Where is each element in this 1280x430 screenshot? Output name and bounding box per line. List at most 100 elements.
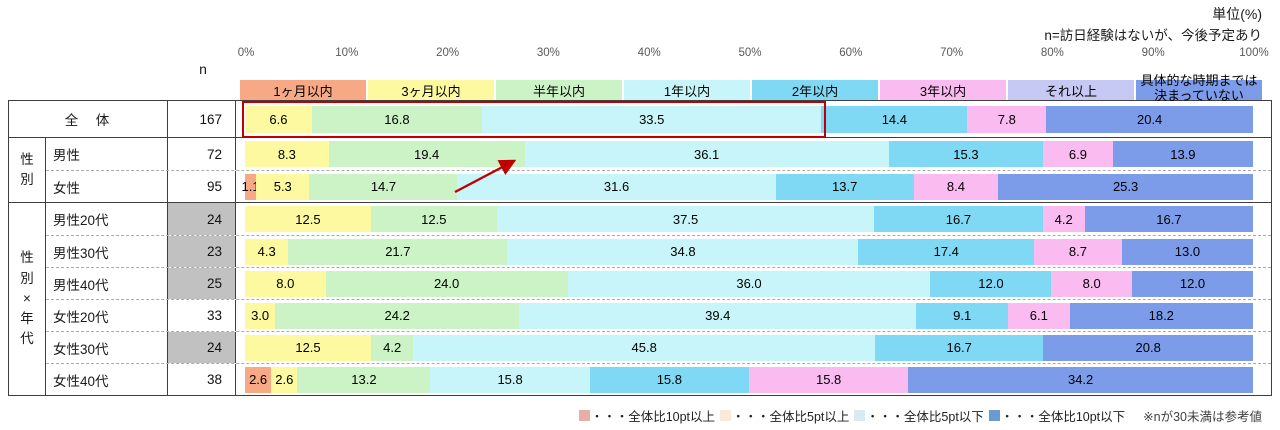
group-label-char: 性 <box>20 250 34 266</box>
bar-segment: 15.8 <box>749 366 909 393</box>
category-legend-label: 3年以内 <box>919 84 967 99</box>
row-label: 男性40代 <box>46 268 168 299</box>
table-row: 女性20代 33 3.0 24.2 39.4 9.1 6.1 18.2 <box>46 299 1271 331</box>
bar-segment: 25.3 <box>998 173 1253 200</box>
bottom-legend-label: ・・・全体比5pt以下 <box>866 410 984 424</box>
section-rows: 全 体 167 6.6 16.8 33.5 14.4 7.8 20.4 <box>9 101 1271 137</box>
bar-segment: 15.3 <box>888 141 1044 167</box>
bar-segment: 20.8 <box>1043 334 1253 361</box>
bar-segment: 14.7 <box>309 173 458 200</box>
n-value: 95 <box>168 171 236 202</box>
section-rows: 男性20代 24 12.5 12.5 37.5 16.7 4.2 16.7 男性30代 23 4.3… <box>46 203 1271 395</box>
n-value: 33 <box>168 300 236 331</box>
group-label-char: × <box>23 290 31 306</box>
bar-segment: 13.7 <box>775 173 914 200</box>
bar-segment: 20.4 <box>1046 105 1253 133</box>
bar-segment: 39.4 <box>519 302 917 329</box>
bar-segment: 31.6 <box>457 173 776 200</box>
bar-segment: 13.2 <box>297 366 431 393</box>
axis-tick: 20% <box>436 47 460 59</box>
category-legend-label: それ以上 <box>1044 84 1097 99</box>
axis-tick: 80% <box>1040 47 1064 59</box>
bar-segment: 16.8 <box>311 105 483 133</box>
bar-segment: 16.7 <box>875 334 1044 361</box>
n-value: 23 <box>168 236 236 267</box>
bar-segment: 24.0 <box>325 270 568 297</box>
axis-tick: 50% <box>738 47 762 59</box>
bottom-legend-label: ・・・全体比10pt以上 <box>590 410 716 424</box>
bar-segment: 12.0 <box>930 270 1052 297</box>
axis-tick: 90% <box>1141 47 1165 59</box>
axis-tick: 40% <box>637 47 661 59</box>
category-legend-cell: 3ヶ月以内 <box>368 80 494 101</box>
table-section: 性別男性 72 8.3 19.4 36.1 15.3 6.9 13.9 女性 95 1.1 5.3 14… <box>9 137 1271 202</box>
bar-cell: 8.0 24.0 36.0 12.0 8.0 12.0 <box>236 268 1271 299</box>
bar-segment: 19.4 <box>328 141 525 167</box>
bar-cell: 8.3 19.4 36.1 15.3 6.9 13.9 <box>236 138 1271 170</box>
category-legend-label-line: 具体的な時期までは <box>1140 73 1258 88</box>
row-label: 全 体 <box>9 101 168 137</box>
bar-segment: 16.7 <box>1084 206 1254 232</box>
stacked-bar: 8.0 24.0 36.0 12.0 8.0 12.0 <box>245 270 1253 297</box>
table-row: 男性 72 8.3 19.4 36.1 15.3 6.9 13.9 <box>46 138 1271 170</box>
stacked-bar: 12.5 12.5 37.5 16.7 4.2 16.7 <box>245 206 1254 232</box>
bar-segment: 8.7 <box>1034 238 1122 265</box>
category-legend-cell: 2年以内 <box>752 80 878 101</box>
table-section: 性別 × 年代男性20代 24 12.5 12.5 37.5 16.7 4.2 16.7 男性30代… <box>9 202 1271 395</box>
category-legend-label-line: 決まっていない <box>1154 88 1244 103</box>
axis-tick: 30% <box>536 47 560 59</box>
category-legend-label: 1年以内 <box>663 84 711 99</box>
bar-segment: 8.0 <box>245 270 326 297</box>
n-value: 72 <box>168 138 236 170</box>
n-value: 38 <box>168 364 236 395</box>
bar-segment: 24.2 <box>275 302 520 329</box>
category-legend-cell: 3年以内 <box>880 80 1006 101</box>
row-label: 男性20代 <box>46 203 168 235</box>
group-label-char: 性 <box>20 151 34 167</box>
bar-segment: 34.2 <box>908 366 1253 393</box>
table-row: 女性40代 38 2.6 2.6 13.2 15.8 15.8 15.8 34.2 <box>46 363 1271 395</box>
bar-cell: 6.6 16.8 33.5 14.4 7.8 20.4 <box>236 101 1271 137</box>
bar-segment: 17.4 <box>858 238 1035 265</box>
group-label-char: 代 <box>20 331 34 347</box>
bar-cell: 4.3 21.7 34.8 17.4 8.7 13.0 <box>236 236 1271 267</box>
bar-segment: 15.8 <box>589 366 749 393</box>
n-value: 167 <box>168 101 236 137</box>
group-label: 性別 <box>9 138 46 202</box>
bar-segment: 8.3 <box>245 141 329 167</box>
footnote: ※nが30未満は参考値 <box>1143 410 1262 424</box>
row-label: 男性 <box>46 138 168 170</box>
group-label-char: 別 <box>20 270 34 286</box>
bar-segment: 6.9 <box>1043 141 1113 167</box>
stacked-bar: 1.1 5.3 14.7 31.6 13.7 8.4 25.3 <box>242 173 1253 200</box>
table-row: 女性 95 1.1 5.3 14.7 31.6 13.7 8.4 25.3 <box>46 170 1271 202</box>
bottom-legend-items: ・・・全体比10pt以上 ・・・全体比5pt以上 ・・・全体比5pt以下 ・・・全体比… <box>574 406 1125 425</box>
category-legend-cell: 1ヶ月以内 <box>240 80 366 101</box>
bar-segment: 2.6 <box>271 366 298 393</box>
bar-segment: 36.1 <box>524 141 889 167</box>
bar-segment: 3.0 <box>245 302 276 329</box>
n-value: 25 <box>168 268 236 299</box>
stacked-bar-table: 全 体 167 6.6 16.8 33.5 14.4 7.8 20.4 性別男性 72 8.3 19.… <box>8 100 1272 396</box>
axis-tick: 0% <box>237 47 255 59</box>
bar-segment: 7.8 <box>967 105 1047 133</box>
category-legend-cell: 具体的な時期までは 決まっていない <box>1136 73 1262 103</box>
bar-segment: 12.0 <box>1132 270 1253 297</box>
stacked-bar: 6.6 16.8 33.5 14.4 7.8 20.4 <box>245 105 1253 133</box>
legend-swatch-icon <box>578 410 590 421</box>
table-row: 女性30代 24 12.5 4.2 45.8 16.7 20.8 <box>46 331 1271 363</box>
bar-segment: 6.1 <box>1008 302 1070 329</box>
bottom-legend-label: ・・・全体比10pt以下 <box>1000 410 1126 424</box>
axis-tick: 100% <box>1239 47 1269 59</box>
bar-segment: 16.7 <box>874 206 1043 232</box>
axis-tick: 70% <box>940 47 964 59</box>
axis-tick: 10% <box>335 47 359 59</box>
bar-segment: 6.6 <box>245 105 312 133</box>
bottom-legend-label: ・・・全体比5pt以上 <box>732 410 850 424</box>
bar-cell: 12.5 4.2 45.8 16.7 20.8 <box>236 332 1271 363</box>
n-value: 24 <box>168 203 236 235</box>
category-legend-cell: それ以上 <box>1008 80 1134 101</box>
bar-segment: 18.2 <box>1069 302 1253 329</box>
bar-segment: 1.1 <box>242 173 260 200</box>
